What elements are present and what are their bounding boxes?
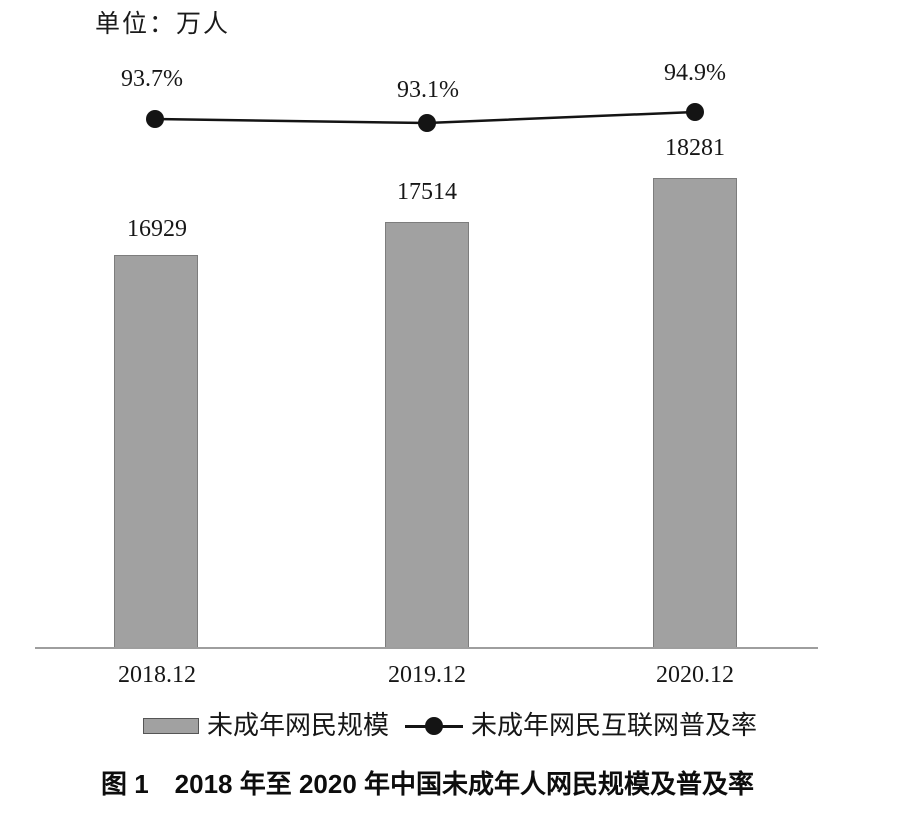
line-legend-label: 未成年网民互联网普及率 (471, 711, 758, 740)
penetration-line (154, 110, 696, 125)
bar-2018 (114, 255, 198, 648)
data-point-dot-2018 (146, 110, 164, 128)
bar-2019 (385, 222, 469, 648)
bar-value-label-2020: 18281 (665, 135, 725, 161)
legend: 未成年网民规模 未成年网民互联网普及率 (0, 711, 900, 741)
x-axis (35, 647, 818, 649)
bar-2020 (653, 178, 737, 648)
data-point-dot-2020 (686, 103, 704, 121)
bar-value-label-2019: 17514 (397, 179, 457, 205)
data-point-dot-2019 (418, 114, 436, 132)
x-axis-label-2018: 2018.12 (118, 662, 196, 688)
x-axis-label-2020: 2020.12 (656, 662, 734, 688)
x-axis-label-2019: 2019.12 (388, 662, 466, 688)
bar-legend-swatch (142, 718, 199, 735)
figure-caption: 图 1 2018 年至 2020 年中国未成年人网民规模及普及率 (100, 769, 755, 799)
line-legend-dot-icon (425, 717, 443, 736)
line-point-label-2019: 93.1% (397, 77, 459, 103)
line-point-label-2020: 94.9% (664, 60, 726, 86)
bar-legend-label: 未成年网民规模 (206, 711, 389, 740)
line-legend-marker (405, 716, 463, 736)
bar-value-label-2018: 16929 (127, 216, 187, 242)
line-point-label-2018: 93.7% (121, 66, 183, 92)
unit-label: 单位：万人 (95, 11, 231, 38)
